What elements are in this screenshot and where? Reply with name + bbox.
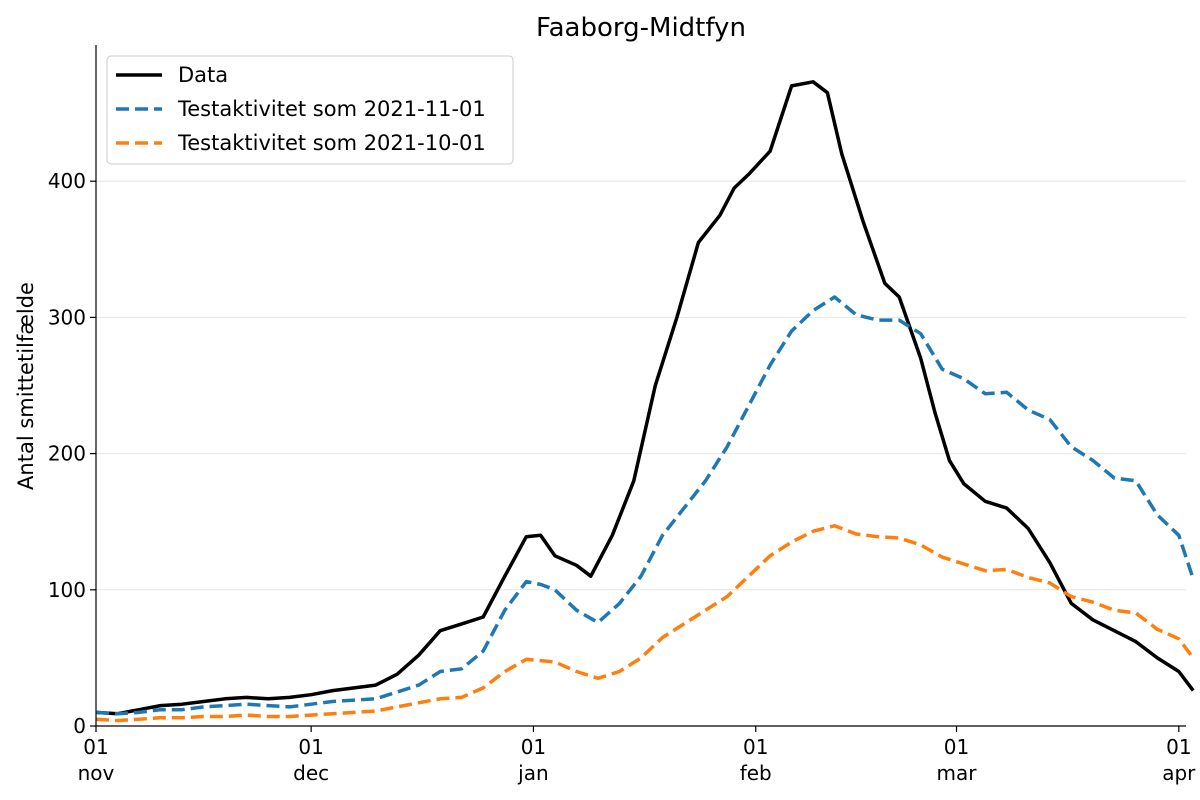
x-tick-day-apr: 01: [1166, 735, 1191, 759]
x-tick-month-mar: mar: [937, 761, 978, 785]
series-line-1: [95, 295, 1195, 716]
y-tick-label-100: 100: [48, 578, 86, 602]
series-lines: [95, 80, 1195, 723]
x-tick-day-jan: 01: [521, 735, 546, 759]
y-tick-label-300: 300: [48, 305, 86, 329]
legend-label-1: Testaktivitet som 2021-11-01: [177, 97, 486, 121]
series-line-0: [95, 80, 1195, 716]
chart-title: Faaborg-Midtfyn: [536, 13, 746, 43]
x-tick-day-feb: 01: [743, 735, 768, 759]
y-tick-label-400: 400: [48, 169, 86, 193]
x-tick-day-mar: 01: [944, 735, 969, 759]
y-ticks: 0 100 200 300 400: [48, 169, 96, 738]
y-axis-label: Antal smittetilfælde: [14, 282, 38, 490]
axes: [95, 45, 1186, 727]
x-tick-day-dec: 01: [298, 735, 323, 759]
x-tick-month-jan: jan: [517, 761, 549, 785]
legend-label-2: Testaktivitet som 2021-10-01: [177, 131, 486, 155]
x-tick-month-apr: apr: [1162, 761, 1196, 785]
y-tick-label-0: 0: [73, 714, 86, 738]
x-tick-day-nov: 01: [83, 735, 108, 759]
series-line-2: [95, 524, 1195, 723]
x-tick-month-feb: feb: [740, 761, 772, 785]
legend: Data Testaktivitet som 2021-11-01 Testakti…: [106, 55, 514, 165]
x-tick-month-dec: dec: [293, 761, 329, 785]
legend-box: [106, 55, 514, 165]
legend-label-0: Data: [178, 63, 228, 87]
x-tick-month-nov: nov: [78, 761, 115, 785]
y-tick-label-200: 200: [48, 442, 86, 466]
